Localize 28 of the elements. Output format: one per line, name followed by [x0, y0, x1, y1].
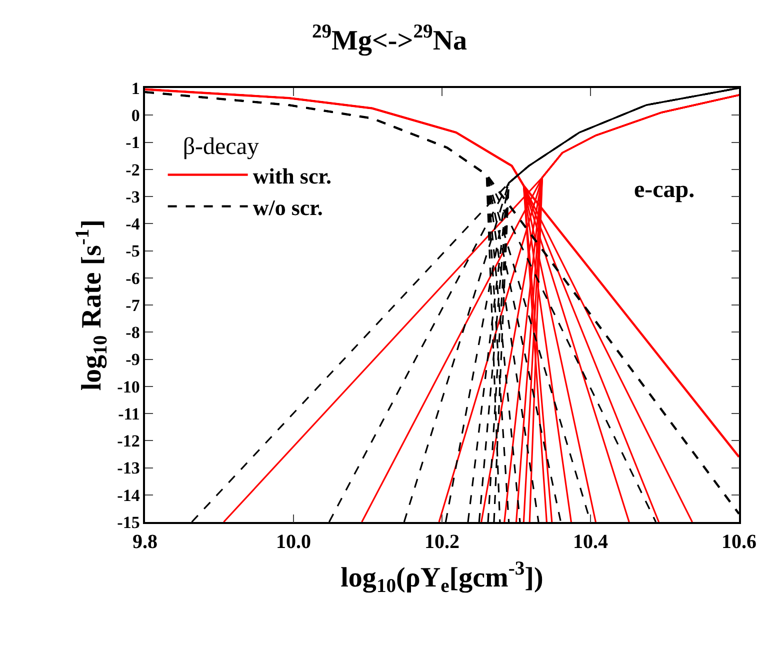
y-tick-label: -11: [118, 404, 140, 424]
x-tick-label: 10.6: [722, 530, 756, 553]
y-tick-label: -13: [117, 458, 140, 478]
y-tick-label: -9: [126, 350, 140, 370]
y-tick-label: -8: [126, 323, 140, 342]
y-tick-label: 0: [131, 106, 140, 126]
y-tick-label: -12: [117, 432, 140, 451]
y-tick-label: -10: [117, 377, 140, 396]
chart-title: $^{29}$Mg<->$^{29}$Na: [312, 22, 468, 56]
x-tick-label: 9.8: [132, 530, 158, 553]
x-axis-title: log$_{10}$(ρY$_{e}$[gcm$^{-3}$]): [340, 558, 544, 598]
y-tick-label: -7: [126, 296, 140, 315]
y-tick-label: -3: [126, 187, 140, 206]
y-tick-label: -5: [126, 242, 140, 261]
y-tick-label: -4: [126, 214, 140, 234]
x-tick-label: 10.4: [573, 530, 608, 553]
x-tick-label: 10.2: [424, 530, 460, 553]
y-tick-label: -15: [117, 512, 140, 532]
y-tick-label: -6: [126, 268, 140, 288]
legend-title: β-decay: [164, 134, 259, 160]
annotation: e-cap.: [634, 177, 695, 203]
y-tick-label: -14: [117, 486, 140, 505]
x-tick-label: 10.0: [276, 530, 311, 553]
y-tick-label: -1: [126, 133, 140, 152]
legend-label: w/o scr.: [252, 194, 323, 220]
y-tick-label: -2: [126, 160, 140, 180]
y-tick-label: 1: [131, 78, 140, 98]
legend-label: with scr.: [252, 163, 332, 188]
